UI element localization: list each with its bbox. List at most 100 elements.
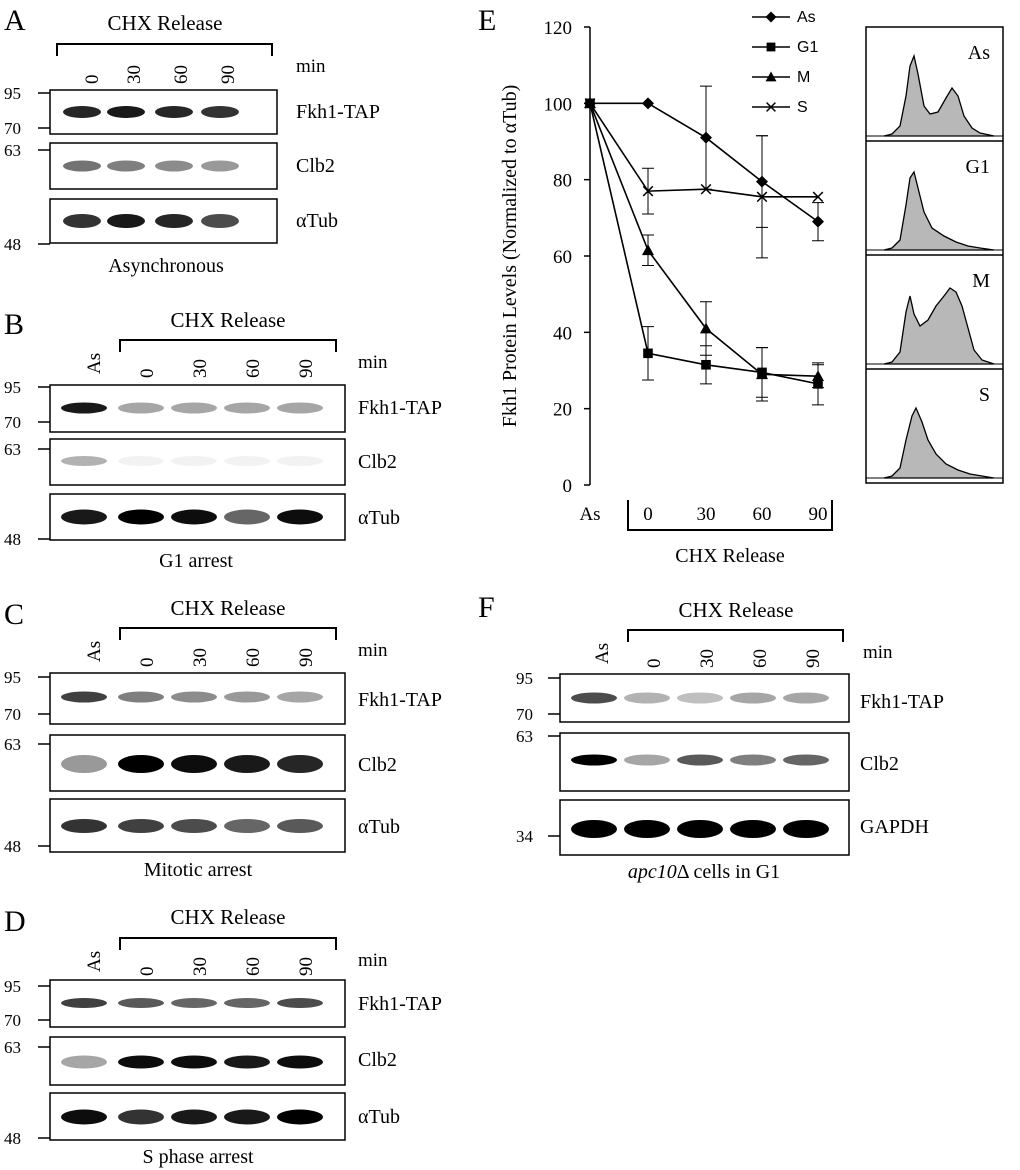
mw-label-b-95: 95 [4,378,21,397]
blot-band [730,692,776,704]
lane-label-d-60: 60 [243,957,264,976]
blot-band [624,820,670,838]
data-point [812,215,824,228]
data-point [766,42,776,52]
data-point [700,183,712,195]
flow-panel-as: As [866,42,1003,137]
data-point [700,322,712,334]
blot-band [277,509,323,525]
caption-a: Asynchronous [108,255,224,277]
legend-label: G1 [797,39,818,56]
legend-item-m: M [752,69,810,86]
bracket-c [119,627,337,640]
panel-letter-c: C [4,598,24,631]
panel-c: C CHX Release As 0 30 60 90 min 95 70 63… [4,596,442,881]
unit-label-d: min [358,950,388,971]
mw-label-b-48: 48 [4,530,21,549]
blot-band [277,691,323,703]
row-label-f-fkh1: Fkh1-TAP [860,691,944,713]
blot-band [277,1109,323,1125]
bracket-b [119,339,337,352]
flow-histogram [883,287,995,365]
panel-d: D CHX Release As 0 30 60 90 min 95 70 63… [4,905,442,1168]
mw-label-c-63: 63 [4,735,21,754]
blot-band [118,998,164,1008]
mw-label-c-48: 48 [4,837,21,856]
mw-label-d-63: 63 [4,1038,21,1057]
series-s [584,98,824,259]
blot-band [61,755,107,773]
blot-band [624,692,670,704]
legend-label: As [797,9,816,26]
blot-band [171,1055,217,1069]
blot-band [171,456,217,466]
legend-label: S [797,99,808,116]
blot-band [171,509,217,525]
blot-box-b-clb2 [49,438,346,486]
legend-label: M [797,69,810,86]
unit-label-c: min [358,640,388,661]
blot-band [171,1109,217,1125]
mw-label-b-63: 63 [4,440,21,459]
flow-panels: As G1 M S [866,42,1003,479]
blot-band [171,819,217,833]
mw-label-a-63: 63 [4,141,21,160]
blot-band [63,106,101,118]
blot-band [118,691,164,703]
blot-band [107,160,145,172]
blot-band [118,755,164,773]
mw-label-f-95: 95 [516,669,533,688]
blot-band [677,820,723,838]
legend-item-as: As [752,9,816,26]
legend-item-s: S [752,99,808,116]
series-m [584,97,824,402]
row-label-d-fkh1: Fkh1-TAP [358,993,442,1015]
lane-label-a-0: 0 [82,75,103,85]
panel-letter-d: D [4,905,26,938]
x-tick-label: 0 [643,504,653,525]
blot-band [61,509,107,525]
mw-label-f-34: 34 [516,827,534,846]
chx-release-title-c: CHX Release [171,596,286,620]
bracket-a [56,43,273,56]
row-label-a-tub: αTub [296,210,338,232]
blot-band [224,1055,270,1069]
lane-label-d-0: 0 [137,967,158,977]
data-point [642,185,654,197]
row-label-a-clb2: Clb2 [296,155,335,177]
data-point [642,97,654,110]
lane-label-b-30: 30 [190,359,211,378]
blot-band [201,106,239,118]
panel-letter-b: B [4,308,24,341]
blot-band [61,1109,107,1125]
data-point [643,348,653,359]
caption-d: S phase arrest [142,1146,254,1168]
mw-label-d-48: 48 [4,1129,21,1148]
blot-band [277,819,323,833]
y-tick-label: 40 [553,323,572,344]
caption-f: apc10Δ cells in G1 [628,861,780,883]
data-point [765,71,777,82]
flow-panel-m: M [866,254,1003,365]
mw-label-d-70: 70 [4,1011,21,1030]
row-label-f-gapdh: GAPDH [860,816,929,838]
flow-panel-g1: G1 [866,140,1003,251]
lane-label-c-60: 60 [243,648,264,667]
bands-a [63,106,239,228]
bands-f [571,692,829,838]
blot-band [63,160,101,172]
legend: As G1 MS [752,9,818,116]
row-label-b-fkh1: Fkh1-TAP [358,397,442,419]
row-label-d-clb2: Clb2 [358,1049,397,1071]
blot-band [571,692,617,704]
blot-band [677,692,723,704]
blot-band [155,214,193,228]
data-point [584,98,596,109]
row-label-c-fkh1: Fkh1-TAP [358,689,442,711]
blot-band [171,691,217,703]
blot-band [730,754,776,766]
blot-band [171,402,217,414]
data-point [700,131,712,144]
as-label-c: As [84,641,105,662]
blot-band [107,106,145,118]
